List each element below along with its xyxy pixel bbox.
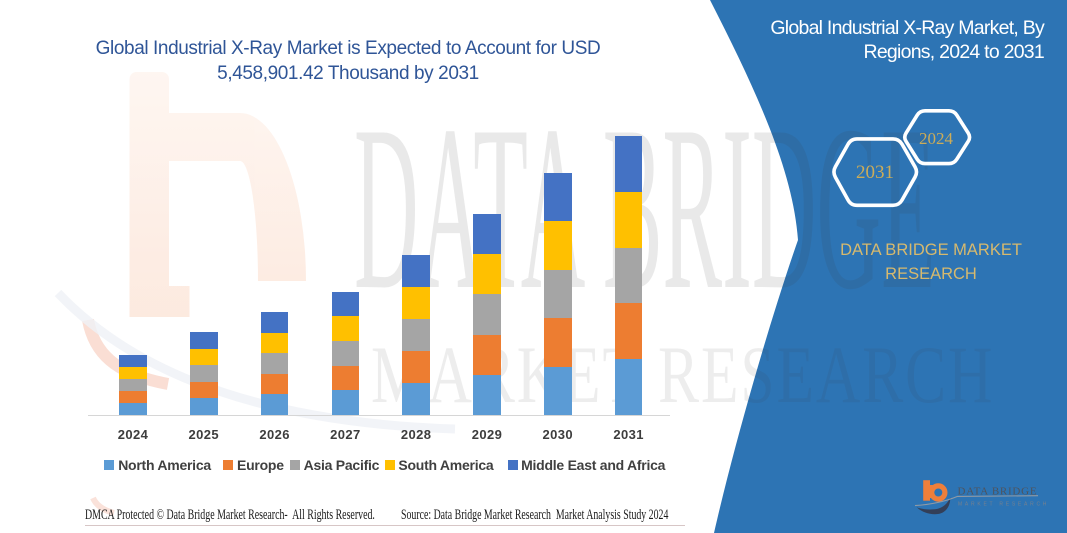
svg-text:2024: 2024 bbox=[919, 129, 954, 148]
svg-text:2031: 2031 bbox=[856, 162, 894, 183]
svg-text:MARKET RESEARCH: MARKET RESEARCH bbox=[958, 502, 1048, 508]
svg-text:DATA BRIDGE: DATA BRIDGE bbox=[958, 485, 1038, 497]
